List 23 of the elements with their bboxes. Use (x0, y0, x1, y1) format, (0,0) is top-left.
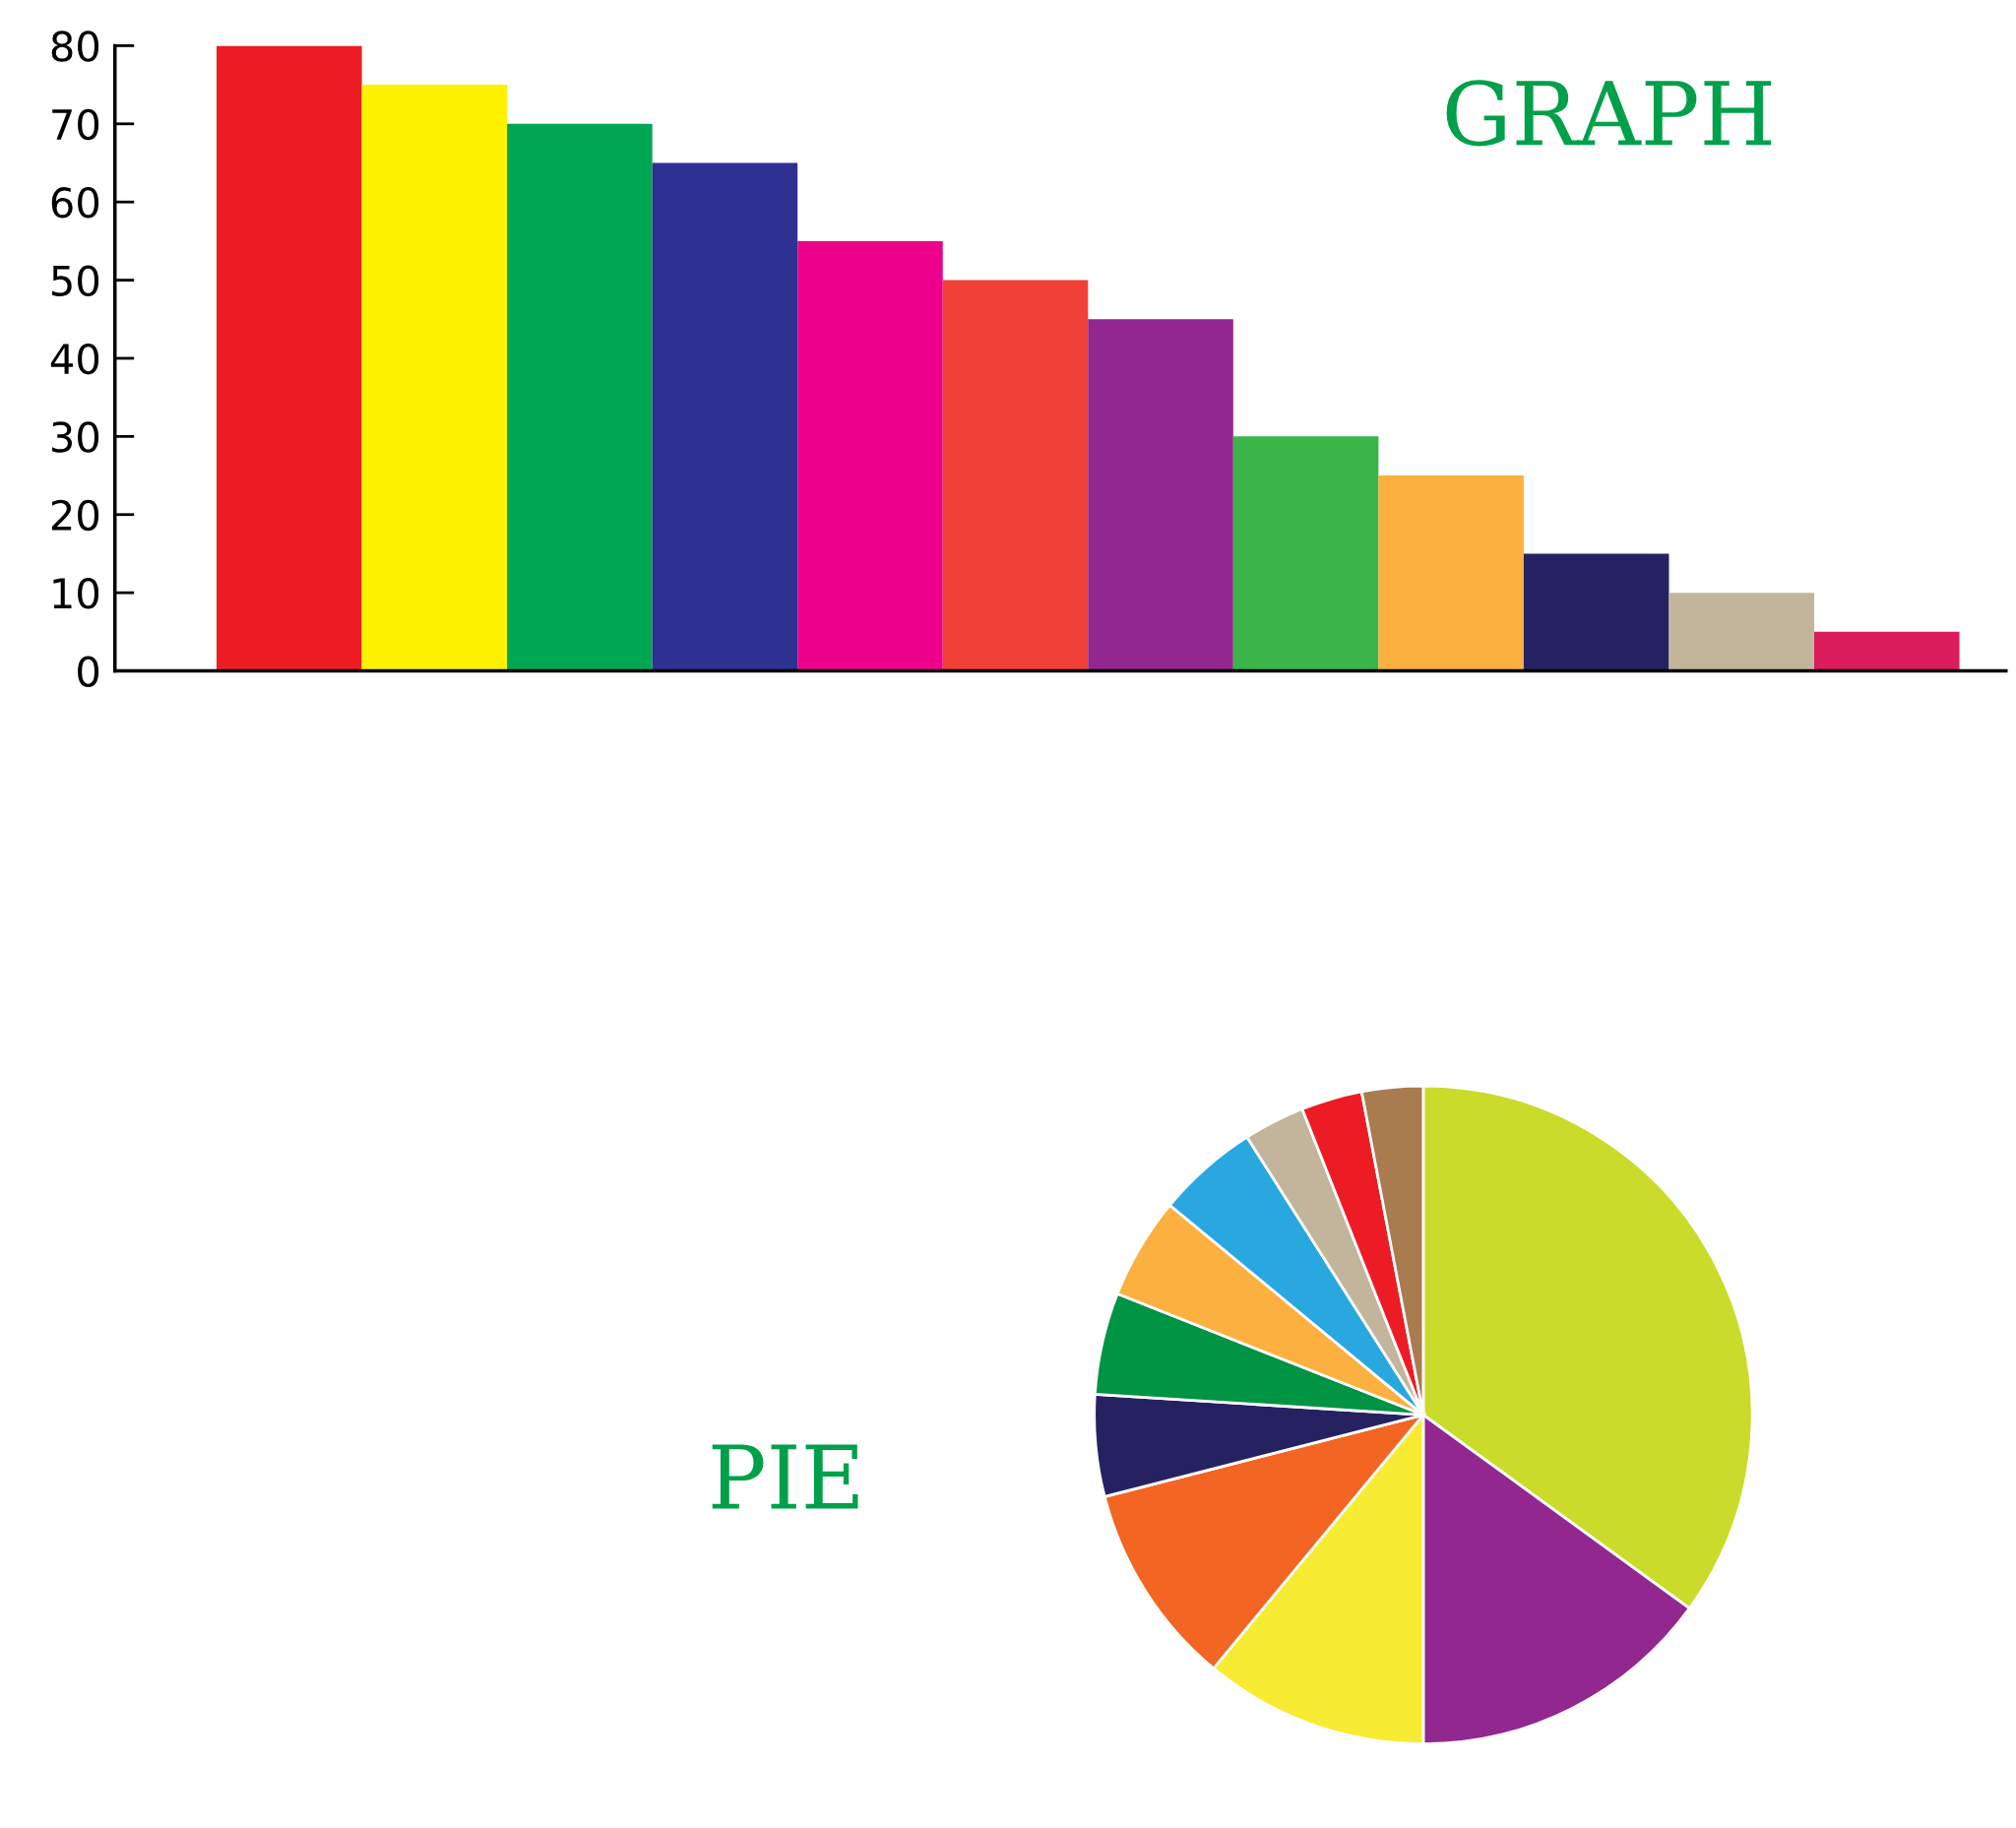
bar (1232, 436, 1379, 671)
y-tick-label: 0 (78, 656, 99, 687)
bar (652, 162, 798, 671)
text: PIE (712, 1444, 858, 1509)
bar (361, 85, 508, 671)
chart-title: GRAPH (1446, 80, 1772, 147)
y-tick-label: 20 (51, 499, 99, 532)
bar (507, 123, 653, 671)
y-tick-label: 70 (52, 108, 99, 141)
bar (797, 240, 943, 671)
bar (1378, 475, 1524, 671)
y-tick-label: 10 (53, 578, 99, 609)
bar (1523, 553, 1670, 671)
y-tick-label: 30 (52, 421, 99, 453)
y-tick-label: 60 (51, 187, 99, 219)
y-tick-label: 40 (50, 343, 99, 375)
bar (1088, 319, 1233, 671)
bar (1814, 631, 1960, 671)
bar (1669, 593, 1814, 671)
y-tick-label: 50 (52, 265, 99, 297)
bar (217, 45, 362, 671)
y-tick-label: 80 (51, 31, 99, 62)
bar (942, 280, 1089, 671)
